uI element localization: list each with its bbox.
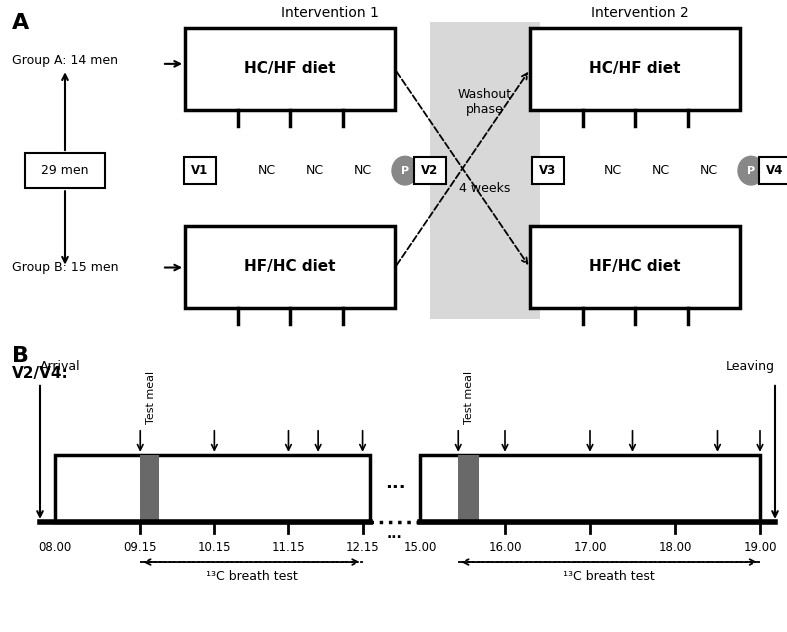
Text: Leaving: Leaving xyxy=(726,360,775,374)
Bar xyxy=(430,22,540,319)
Text: 11.15: 11.15 xyxy=(272,541,305,554)
Text: ¹³C breath test: ¹³C breath test xyxy=(563,569,655,583)
Text: Test meal: Test meal xyxy=(146,371,157,424)
Text: P: P xyxy=(401,166,409,176)
Text: HC/HF diet: HC/HF diet xyxy=(589,61,681,76)
Text: V4: V4 xyxy=(767,164,784,177)
Circle shape xyxy=(738,156,764,185)
Bar xyxy=(420,455,760,522)
Text: NC: NC xyxy=(306,164,324,177)
Text: HC/HF diet: HC/HF diet xyxy=(244,61,336,76)
Text: V2: V2 xyxy=(421,164,438,177)
Text: 09.15: 09.15 xyxy=(124,541,157,554)
Text: 15.00: 15.00 xyxy=(403,541,437,554)
Text: HF/HC diet: HF/HC diet xyxy=(589,260,681,274)
Bar xyxy=(25,153,105,188)
Text: Test meal: Test meal xyxy=(464,371,475,424)
Circle shape xyxy=(392,156,418,185)
Text: Group A: 14 men: Group A: 14 men xyxy=(12,54,118,67)
Bar xyxy=(140,455,159,522)
Text: NC: NC xyxy=(652,164,670,177)
Text: Intervention 1: Intervention 1 xyxy=(281,6,379,20)
Text: ¹³C breath test: ¹³C breath test xyxy=(205,569,297,583)
Text: NC: NC xyxy=(700,164,718,177)
Bar xyxy=(55,455,370,522)
Bar xyxy=(184,157,216,184)
Text: 10.15: 10.15 xyxy=(198,541,231,554)
Bar xyxy=(759,157,787,184)
Bar xyxy=(532,157,564,184)
Text: 19.00: 19.00 xyxy=(743,541,777,554)
Text: V1: V1 xyxy=(191,164,209,177)
Text: 17.00: 17.00 xyxy=(573,541,607,554)
Text: A: A xyxy=(12,13,29,33)
Text: NC: NC xyxy=(604,164,622,177)
Text: 29 men: 29 men xyxy=(41,164,89,177)
Text: 16.00: 16.00 xyxy=(488,541,522,554)
Text: 08.00: 08.00 xyxy=(39,541,72,554)
Text: B: B xyxy=(12,346,29,367)
Text: 12.15: 12.15 xyxy=(345,541,379,554)
Text: NC: NC xyxy=(258,164,276,177)
Text: Intervention 2: Intervention 2 xyxy=(591,6,689,20)
Bar xyxy=(530,28,740,110)
Text: 4 weeks: 4 weeks xyxy=(460,181,511,195)
Text: HF/HC diet: HF/HC diet xyxy=(244,260,336,274)
Bar xyxy=(414,157,446,184)
Bar xyxy=(530,226,740,308)
Bar xyxy=(185,28,395,110)
Text: P: P xyxy=(747,166,755,176)
Text: 18.00: 18.00 xyxy=(658,541,692,554)
Text: NC: NC xyxy=(354,164,372,177)
Text: Group B: 15 men: Group B: 15 men xyxy=(12,261,119,274)
Bar xyxy=(458,455,479,522)
Text: Arrival: Arrival xyxy=(40,360,80,374)
Text: V3: V3 xyxy=(539,164,556,177)
Text: ...: ... xyxy=(385,475,405,492)
Text: V2/V4:: V2/V4: xyxy=(12,366,68,380)
Text: Washout
phase: Washout phase xyxy=(458,88,512,116)
Bar xyxy=(185,226,395,308)
Text: ...: ... xyxy=(387,526,403,540)
